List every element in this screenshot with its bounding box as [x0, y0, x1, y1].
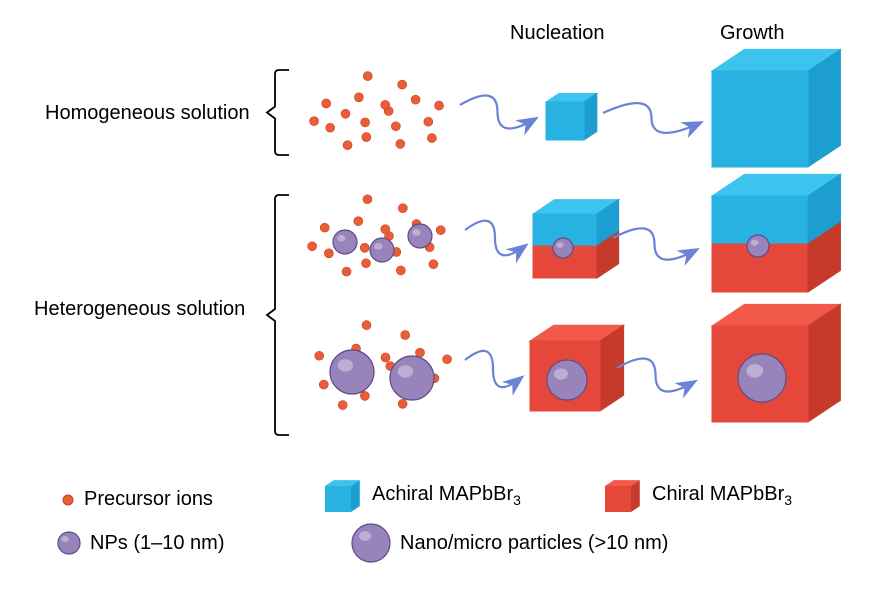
- nps-icon: [56, 530, 82, 556]
- header-nucleation: Nucleation: [510, 22, 605, 45]
- diagram-svg: [20, 20, 867, 465]
- legend-nanomicro: Nano/micro particles (>10 nm): [350, 522, 668, 564]
- header-growth: Growth: [720, 22, 784, 45]
- legend-precursor-text: Precursor ions: [84, 488, 213, 511]
- nanomicro-icon: [350, 522, 392, 564]
- precursor-dot-icon: [60, 492, 76, 508]
- legend-chiral: Chiral MAPbBr3: [600, 475, 792, 515]
- legend-chiral-text: Chiral MAPbBr3: [652, 483, 792, 508]
- legend-precursor: Precursor ions: [60, 488, 213, 511]
- legend-nanomicro-text: Nano/micro particles (>10 nm): [400, 532, 668, 555]
- diagram-container: Nucleation Growth Homogeneous solution H…: [20, 20, 867, 571]
- achiral-cube-icon: [320, 475, 364, 515]
- chiral-cube-icon: [600, 475, 644, 515]
- legend-achiral-text: Achiral MAPbBr3: [372, 483, 521, 508]
- legend-achiral: Achiral MAPbBr3: [320, 475, 521, 515]
- label-homogeneous: Homogeneous solution: [45, 102, 250, 125]
- label-heterogeneous: Heterogeneous solution: [34, 298, 245, 321]
- legend-nps-text: NPs (1–10 nm): [90, 532, 225, 555]
- legend-nps: NPs (1–10 nm): [56, 530, 225, 556]
